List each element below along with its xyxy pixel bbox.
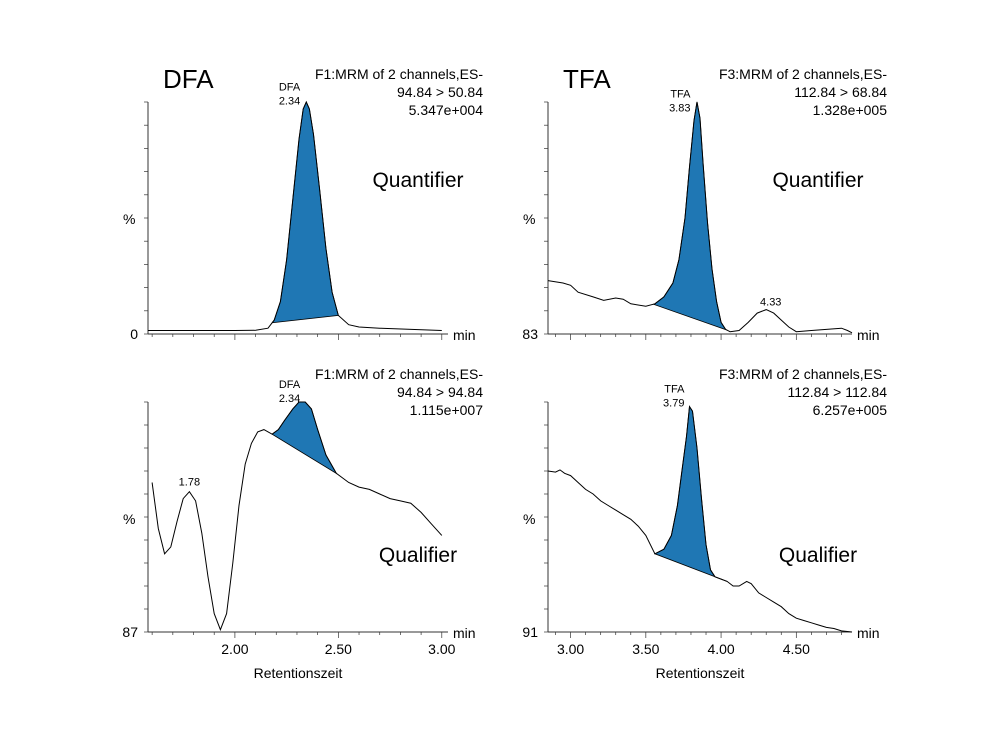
channel-info: F1:MRM of 2 channels,ES- xyxy=(315,66,483,82)
peak-rt-label: 2.34 xyxy=(279,95,300,107)
peak-rt-label: 3.79 xyxy=(663,398,684,410)
peak-rt-label: 1.78 xyxy=(179,477,200,489)
peak-area xyxy=(653,405,728,582)
panel-title: DFA xyxy=(163,64,214,94)
y-min-label: 83 xyxy=(522,326,538,342)
chromatogram-trace xyxy=(547,405,853,633)
x-tick-label: 4.00 xyxy=(707,641,734,657)
y-axis-label: % xyxy=(523,211,535,227)
channel-info: F3:MRM of 2 channels,ES- xyxy=(719,66,887,82)
x-tick-label: 4.50 xyxy=(783,641,810,657)
trace-type-label: Quantifier xyxy=(372,169,463,192)
x-tick-label: 2.00 xyxy=(221,641,248,657)
y-axis-label: % xyxy=(523,511,535,527)
channel-info: F3:MRM of 2 channels,ES- xyxy=(719,366,887,382)
peak-rt-label: 4.33 xyxy=(760,297,781,309)
peak-rt-label: 2.34 xyxy=(279,393,300,405)
x-unit-label: min xyxy=(453,625,476,641)
peak-name-label: TFA xyxy=(670,88,691,100)
peak-name-label: DFA xyxy=(279,81,301,93)
channel-info: F1:MRM of 2 channels,ES- xyxy=(315,366,483,382)
channel-info: 1.115e+007 xyxy=(410,402,484,418)
y-axis-label: % xyxy=(123,511,135,527)
channel-info: 6.257e+005 xyxy=(813,402,888,418)
x-unit-label: min xyxy=(453,327,476,343)
chromatogram-trace xyxy=(148,100,442,331)
x-unit-label: min xyxy=(857,625,880,641)
peak-area xyxy=(271,401,338,475)
trace-type-label: Quantifier xyxy=(772,169,863,192)
y-min-label: 87 xyxy=(122,624,138,640)
channel-info: 112.84 > 68.84 xyxy=(794,84,887,100)
channel-info: 5.347e+004 xyxy=(409,102,484,118)
x-tick-label: 2.50 xyxy=(325,641,352,657)
channel-info: 94.84 > 94.84 xyxy=(397,384,483,400)
trace-type-label: Qualifier xyxy=(379,544,457,567)
peak-name-label: TFA xyxy=(664,384,685,396)
x-axis-label: Retentionszeit xyxy=(254,665,343,681)
chromatogram-trace xyxy=(151,401,443,632)
x-tick-label: 3.00 xyxy=(428,641,455,657)
chromatogram-trace xyxy=(547,101,853,334)
trace-type-label: Qualifier xyxy=(779,544,857,567)
channel-info: 94.84 > 50.84 xyxy=(397,84,483,100)
channel-info: 1.328e+005 xyxy=(813,102,888,118)
peak-name-label: DFA xyxy=(279,379,301,391)
y-min-label: 0 xyxy=(130,326,138,342)
x-tick-label: 3.50 xyxy=(632,641,659,657)
y-axis-label: % xyxy=(123,211,135,227)
x-axis-label: Retentionszeit xyxy=(656,665,745,681)
panel-title: TFA xyxy=(563,64,611,94)
peak-rt-label: 3.83 xyxy=(669,102,690,114)
y-min-label: 91 xyxy=(522,624,538,640)
channel-info: 112.84 > 112.84 xyxy=(787,384,887,400)
x-unit-label: min xyxy=(857,327,880,343)
x-tick-label: 3.00 xyxy=(557,641,584,657)
